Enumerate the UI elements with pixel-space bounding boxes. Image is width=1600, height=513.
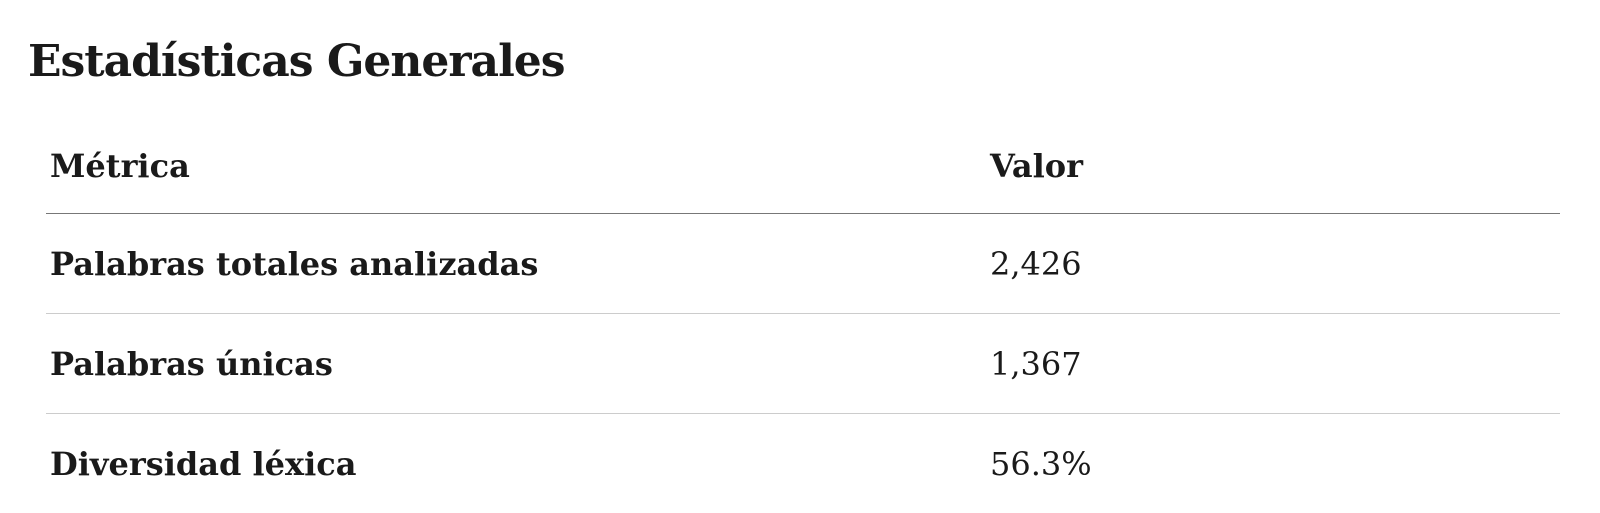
- section-title: Estadísticas Generales: [28, 36, 565, 87]
- value-cell: 56.3%: [986, 414, 1560, 513]
- metric-cell: Palabras totales analizadas: [46, 214, 986, 314]
- column-header: Métrica: [46, 118, 986, 214]
- value-cell: 2,426: [986, 214, 1560, 314]
- column-header: Valor: [986, 118, 1560, 214]
- value-cell: 1,367: [986, 314, 1560, 414]
- metric-cell: Palabras únicas: [46, 314, 986, 414]
- metric-cell: Diversidad léxica: [46, 414, 986, 513]
